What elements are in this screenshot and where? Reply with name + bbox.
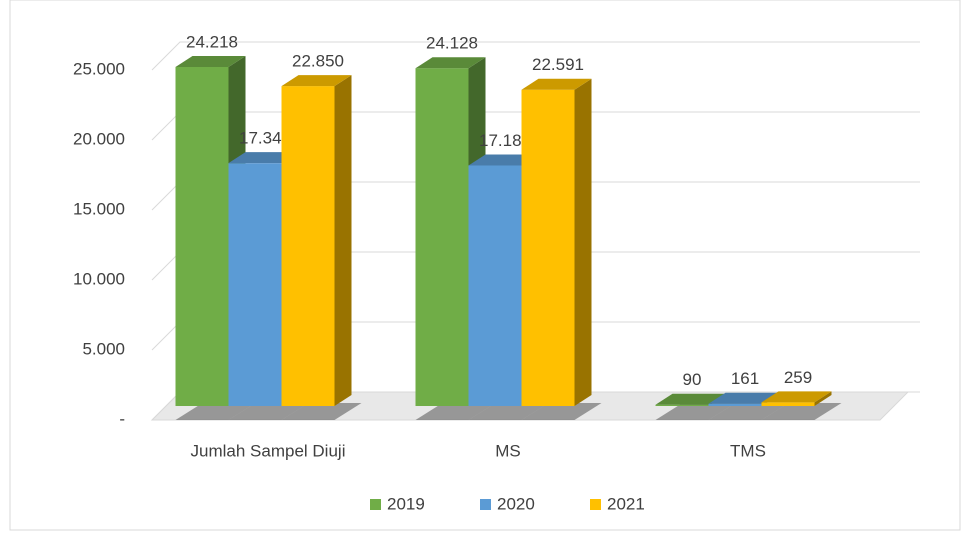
- data-label: 22.591: [532, 55, 584, 74]
- bar-shadow: [708, 403, 789, 420]
- y-tick-label: 10.000: [73, 269, 125, 288]
- data-label: 259: [784, 368, 812, 387]
- bar-top: [655, 393, 726, 405]
- bar: [761, 402, 815, 406]
- bar-shadow: [521, 403, 602, 420]
- bar-top: [761, 391, 832, 403]
- x-tick-label: MS: [495, 441, 521, 460]
- bar-side: [574, 78, 592, 406]
- bar-top: [468, 154, 539, 166]
- bar-top: [175, 55, 246, 67]
- bar: [228, 163, 282, 406]
- bar-shadow: [281, 403, 362, 420]
- legend-swatch: [370, 499, 381, 510]
- bar: [175, 66, 229, 406]
- bar: [708, 403, 762, 406]
- y-tick-label: 15.000: [73, 199, 125, 218]
- bar-shadow: [468, 403, 549, 420]
- bar-top: [281, 75, 352, 87]
- legend-label: 2021: [607, 494, 645, 513]
- legend-swatch: [590, 499, 601, 510]
- y-tick-label: 5.000: [82, 339, 125, 358]
- x-tick-label: TMS: [730, 441, 766, 460]
- legend-label: 2019: [387, 494, 425, 513]
- bar-shadow: [761, 403, 842, 420]
- bar-top: [521, 78, 592, 90]
- bar-top: [708, 392, 779, 404]
- data-label: 22.850: [292, 52, 344, 71]
- y-tick-label: 20.000: [73, 129, 125, 148]
- x-tick-label: Jumlah Sampel Diuji: [191, 441, 346, 460]
- bar-shadow: [415, 403, 496, 420]
- bar-top: [228, 152, 299, 164]
- bar: [468, 165, 522, 406]
- bar: [655, 404, 709, 406]
- data-label: 90: [683, 370, 702, 389]
- grid-line: [151, 41, 920, 71]
- bar-side: [334, 75, 352, 406]
- bar: [281, 86, 335, 406]
- y-tick-label: -: [119, 409, 125, 428]
- bar-side: [814, 391, 832, 406]
- data-label: 17.183: [479, 131, 531, 150]
- legend-swatch: [480, 499, 491, 510]
- bar: [521, 89, 575, 406]
- data-label: 161: [731, 369, 759, 388]
- bar: [415, 68, 469, 406]
- bar-top: [415, 57, 486, 69]
- data-label: 17.344: [239, 129, 291, 148]
- bar-shadow: [655, 403, 736, 420]
- data-label: 24.128: [426, 34, 478, 53]
- legend-label: 2020: [497, 494, 535, 513]
- bar-shadow: [228, 403, 309, 420]
- data-label: 24.218: [186, 32, 238, 51]
- y-tick-label: 25.000: [73, 59, 125, 78]
- bar-shadow: [175, 403, 256, 420]
